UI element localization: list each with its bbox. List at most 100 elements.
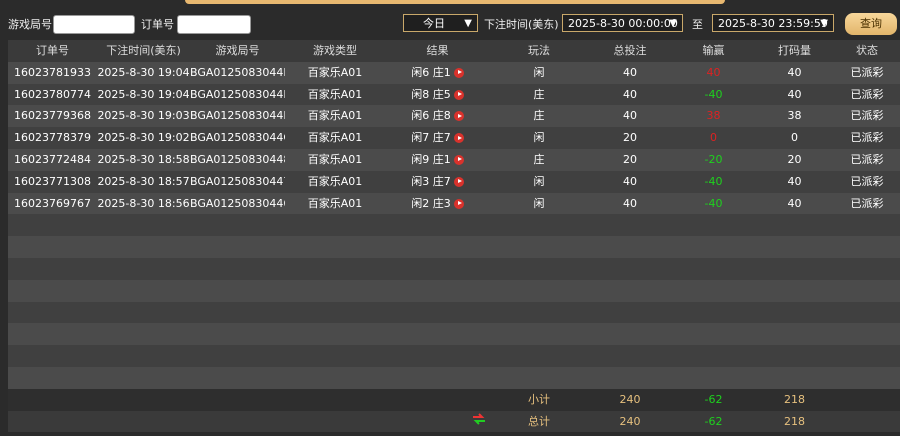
cell-text: BGA0125083044C [190, 131, 285, 145]
replay-icon[interactable] [453, 154, 464, 165]
cell: 闲 [490, 127, 588, 149]
empty-cell [190, 367, 285, 389]
cell-text: -40 [704, 196, 723, 210]
header-cell: 玩法 [490, 40, 588, 62]
empty-cell [834, 389, 900, 411]
refresh-glyph [473, 412, 485, 425]
empty-cell [385, 280, 490, 302]
cell: 百家乐A01 [285, 193, 385, 215]
tab-strip [185, 0, 725, 4]
cell: BGA01250830448 [190, 149, 285, 171]
order-input[interactable] [177, 15, 251, 34]
empty-cell [190, 345, 285, 367]
cell: BGA0125083044E [190, 84, 285, 106]
subtotal-cell: 小计 [490, 389, 588, 411]
replay-icon[interactable] [453, 89, 464, 100]
cell-text: 2025-8-30 19:04 [97, 65, 190, 79]
empty-cell [672, 258, 755, 280]
header-cell: 订单号 [8, 40, 97, 62]
end-text: 2025-8-30 23:59:59 [718, 17, 828, 30]
header-cell-text: 游戏局号 [215, 44, 260, 57]
refresh-icon[interactable] [472, 411, 486, 433]
cell-text: 闲3 庄7 [411, 174, 451, 188]
empty-cell [8, 345, 97, 367]
cell-text: 已派彩 [850, 152, 884, 166]
cell-text: 闲 [533, 131, 545, 145]
cell: 百家乐A01 [285, 149, 385, 171]
cell: 已派彩 [834, 193, 900, 215]
cell-text: 16023781933 [14, 65, 91, 79]
cell-text: 百家乐A01 [307, 174, 363, 188]
cell-text: 已派彩 [850, 131, 884, 145]
cell: 40 [755, 62, 834, 84]
table-row [8, 236, 900, 258]
empty-cell [285, 214, 385, 236]
empty-cell [490, 280, 588, 302]
end-select[interactable]: 2025-8-30 23:59:59 [712, 14, 834, 33]
table-row: 16023779368 2025-8-30 19:03 BGA0125083044D… [8, 105, 900, 128]
start-select[interactable]: 2025-8-30 00:00:00 [562, 14, 683, 33]
cell-text: 闲 [533, 174, 545, 188]
total-cell-text: -62 [704, 414, 723, 428]
empty-cell [672, 236, 755, 258]
cell-text: BGA01250830447 [190, 174, 285, 188]
cell: BGA0125083044C [190, 127, 285, 149]
cell-text: 闲6 庄8 [411, 109, 451, 123]
empty-cell [285, 411, 385, 433]
empty-cell [190, 258, 285, 280]
subtotal-cell-text: 240 [619, 392, 641, 406]
cell: 百家乐A01 [285, 127, 385, 149]
cell: 闲 [490, 193, 588, 215]
replay-icon[interactable] [453, 176, 464, 187]
header-cell-text: 总投注 [613, 44, 647, 57]
empty-cell [490, 258, 588, 280]
cell-text: 2025-8-30 19:02 [97, 131, 190, 145]
replay-icon[interactable] [453, 133, 464, 144]
cell-text: 庄 [533, 152, 545, 166]
empty-cell [97, 258, 190, 280]
cell: BGA0125083044D [190, 105, 285, 127]
cell: BGA01250830446 [190, 193, 285, 215]
cell: BGA0125083044F [190, 62, 285, 84]
empty-cell [385, 367, 490, 389]
empty-cell [8, 280, 97, 302]
subtotal-cell: -62 [672, 389, 755, 411]
cell: 闲 [490, 62, 588, 84]
cell-text: 20 [787, 152, 802, 166]
round-input[interactable] [53, 15, 135, 34]
empty-cell [385, 345, 490, 367]
cell-text: -20 [704, 152, 723, 166]
table-row: 16023778379 2025-8-30 19:02 BGA0125083044C… [8, 127, 900, 149]
empty-cell [490, 302, 588, 324]
replay-icon[interactable] [453, 198, 464, 209]
order-label: 订单号 [141, 18, 174, 31]
to-label: 至 [692, 18, 703, 31]
cell: 2025-8-30 19:03 [97, 105, 190, 127]
cell: 百家乐A01 [285, 84, 385, 106]
cell: -40 [672, 84, 755, 106]
empty-cell [385, 389, 490, 411]
search-button[interactable]: 查询 [845, 13, 897, 35]
empty-cell [490, 345, 588, 367]
cell: 2025-8-30 19:04 [97, 84, 190, 106]
cell: 庄 [490, 149, 588, 171]
cell: 40 [588, 105, 672, 127]
replay-icon[interactable] [453, 67, 464, 78]
table-row: 16023780774 2025-8-30 19:04 BGA0125083044E… [8, 83, 900, 106]
period-select[interactable]: 今日 [403, 14, 478, 33]
empty-cell [834, 280, 900, 302]
cell: 20 [755, 149, 834, 171]
table-row [8, 301, 900, 324]
cell: 已派彩 [834, 84, 900, 106]
replay-icon[interactable] [453, 111, 464, 122]
header-cell: 结果 [385, 40, 490, 62]
header-cell-text: 游戏类型 [313, 44, 357, 57]
cell-text: BGA01250830446 [190, 196, 285, 210]
cell-text: 已派彩 [850, 109, 884, 123]
subtotal-row: 小计 240 -62 218 [8, 388, 900, 411]
round-label: 游戏局号 [8, 18, 52, 31]
header-cell: 下注时间(美东) [97, 40, 190, 62]
cell-text: 闲 [533, 65, 545, 79]
empty-cell [588, 214, 672, 236]
